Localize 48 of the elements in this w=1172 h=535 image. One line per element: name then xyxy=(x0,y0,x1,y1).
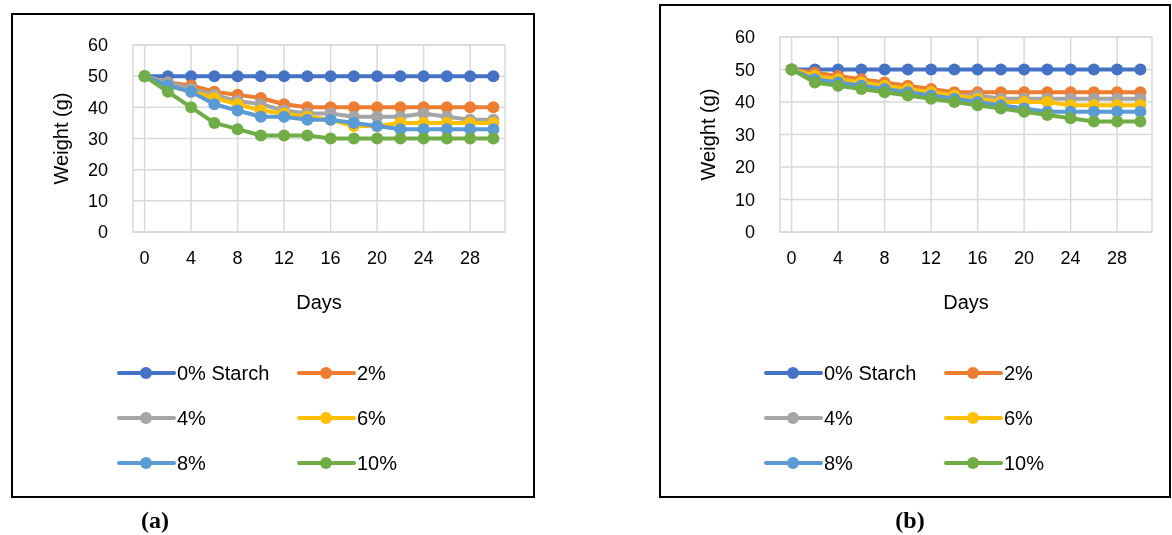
x-tick-label: 12 xyxy=(274,248,295,268)
y-tick-label: 60 xyxy=(87,35,108,56)
x-tick-label: 16 xyxy=(967,248,988,268)
x-tick-label: 12 xyxy=(921,248,942,268)
y-tick-label: 0 xyxy=(97,222,108,243)
y-tick-label: 60 xyxy=(734,27,755,48)
x-tick-label: 20 xyxy=(367,248,388,268)
x-tick-label: 0 xyxy=(786,248,797,268)
y-tick-label: 10 xyxy=(734,189,755,210)
legend-label: 2% xyxy=(1004,362,1034,384)
y-axis-title: Weight (g) xyxy=(50,92,72,185)
text: (b) xyxy=(895,507,925,533)
legend-label: 8% xyxy=(177,452,207,474)
y-tick-label: 30 xyxy=(87,128,108,149)
y-tick-label: 40 xyxy=(734,92,755,113)
x-tick-label: 20 xyxy=(1014,248,1035,268)
x-tick-label: 24 xyxy=(413,248,434,268)
legend-label: 0% Starch xyxy=(824,362,917,384)
y-tick-label: 0 xyxy=(744,222,755,243)
y-tick-label: 10 xyxy=(87,191,108,212)
x-tick-label: 0 xyxy=(139,248,150,268)
legend-label: 4% xyxy=(177,407,207,429)
y-tick-label: 30 xyxy=(734,124,755,145)
legend-label: 0% Starch xyxy=(177,362,270,384)
x-tick-label: 4 xyxy=(186,248,197,268)
x-tick-label: 4 xyxy=(833,248,844,268)
x-tick-label: 8 xyxy=(232,248,243,268)
legend-label: 10% xyxy=(1004,452,1045,474)
y-tick-label: 20 xyxy=(734,157,755,178)
legend-label: 8% xyxy=(824,452,854,474)
x-tick-label: 28 xyxy=(460,248,481,268)
x-tick-label: 16 xyxy=(320,248,341,268)
y-axis-title: Weight (g) xyxy=(697,88,719,181)
legend-label: 10% xyxy=(357,452,398,474)
x-axis-title: Days xyxy=(943,291,989,313)
legend-label: 2% xyxy=(357,362,387,384)
x-tick-label: 8 xyxy=(879,248,890,268)
legend-label: 6% xyxy=(357,407,387,429)
text: (a) xyxy=(141,507,169,533)
x-axis-title: Days xyxy=(296,291,342,313)
y-tick-label: 50 xyxy=(734,59,755,80)
y-tick-label: 20 xyxy=(87,159,108,180)
y-tick-label: 50 xyxy=(87,66,108,87)
y-tick-label: 40 xyxy=(87,97,108,118)
legend-label: 4% xyxy=(824,407,854,429)
x-tick-label: 24 xyxy=(1060,248,1081,268)
x-tick-label: 28 xyxy=(1107,248,1128,268)
legend-label: 6% xyxy=(1004,407,1034,429)
